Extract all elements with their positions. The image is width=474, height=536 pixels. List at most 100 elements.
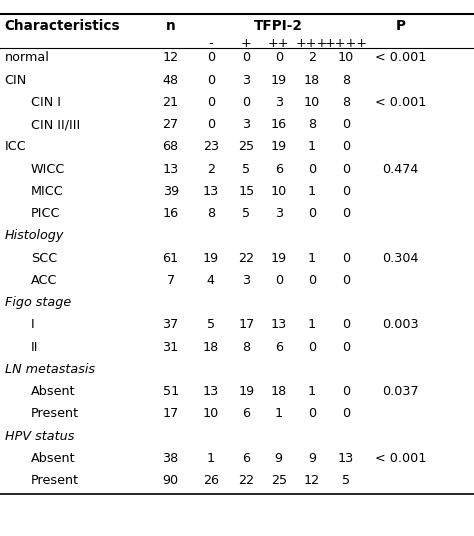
Text: ++: ++ (268, 36, 290, 49)
Text: 0: 0 (207, 96, 215, 109)
Text: 7: 7 (166, 274, 175, 287)
Text: 18: 18 (203, 341, 219, 354)
Text: 23: 23 (203, 140, 219, 153)
Text: 0: 0 (242, 51, 251, 64)
Text: 2: 2 (308, 51, 316, 64)
Text: +++: +++ (296, 36, 328, 49)
Text: 48: 48 (163, 74, 179, 87)
Text: 0.003: 0.003 (382, 318, 419, 331)
Text: 0: 0 (342, 274, 350, 287)
Text: 9: 9 (275, 452, 283, 465)
Text: 0: 0 (342, 318, 350, 331)
Text: Characteristics: Characteristics (5, 19, 120, 33)
Text: II: II (31, 341, 38, 354)
Text: 3: 3 (274, 207, 283, 220)
Text: 1: 1 (308, 252, 316, 265)
Text: 3: 3 (242, 274, 251, 287)
Text: 10: 10 (304, 96, 320, 109)
Text: 0: 0 (274, 274, 283, 287)
Text: ACC: ACC (31, 274, 57, 287)
Text: < 0.001: < 0.001 (375, 452, 426, 465)
Text: 17: 17 (238, 318, 255, 331)
Text: 0: 0 (242, 96, 251, 109)
Text: 16: 16 (271, 118, 287, 131)
Text: 8: 8 (342, 74, 350, 87)
Text: 0: 0 (274, 51, 283, 64)
Text: 68: 68 (163, 140, 179, 153)
Text: 1: 1 (207, 452, 215, 465)
Text: 0: 0 (342, 163, 350, 176)
Text: 0: 0 (207, 51, 215, 64)
Text: Present: Present (31, 474, 79, 487)
Text: 4: 4 (207, 274, 215, 287)
Text: 19: 19 (203, 252, 219, 265)
Text: < 0.001: < 0.001 (375, 51, 426, 64)
Text: 38: 38 (163, 452, 179, 465)
Text: 12: 12 (163, 51, 179, 64)
Text: Present: Present (31, 407, 79, 420)
Text: 3: 3 (242, 118, 251, 131)
Text: 61: 61 (163, 252, 179, 265)
Text: 21: 21 (163, 96, 179, 109)
Text: 9: 9 (308, 452, 316, 465)
Text: 6: 6 (243, 452, 250, 465)
Text: 0: 0 (342, 140, 350, 153)
Text: ++++: ++++ (325, 36, 367, 49)
Text: 10: 10 (271, 185, 287, 198)
Text: 26: 26 (203, 474, 219, 487)
Text: 13: 13 (338, 452, 354, 465)
Text: MICC: MICC (31, 185, 64, 198)
Text: 19: 19 (271, 140, 287, 153)
Text: 5: 5 (242, 207, 251, 220)
Text: 8: 8 (207, 207, 215, 220)
Text: 0.304: 0.304 (382, 252, 419, 265)
Text: Histology: Histology (5, 229, 64, 242)
Text: 27: 27 (163, 118, 179, 131)
Text: Figo stage: Figo stage (5, 296, 71, 309)
Text: WICC: WICC (31, 163, 65, 176)
Text: 0: 0 (342, 207, 350, 220)
Text: 1: 1 (308, 385, 316, 398)
Text: 19: 19 (238, 385, 255, 398)
Text: n: n (166, 19, 175, 33)
Text: -: - (209, 36, 213, 49)
Text: 0: 0 (342, 407, 350, 420)
Text: 0: 0 (342, 118, 350, 131)
Text: HPV status: HPV status (5, 430, 74, 443)
Text: 1: 1 (308, 318, 316, 331)
Text: 39: 39 (163, 185, 179, 198)
Text: Absent: Absent (31, 385, 75, 398)
Text: 25: 25 (238, 140, 255, 153)
Text: 8: 8 (342, 96, 350, 109)
Text: 2: 2 (207, 163, 215, 176)
Text: 6: 6 (243, 407, 250, 420)
Text: 0: 0 (342, 185, 350, 198)
Text: 37: 37 (163, 318, 179, 331)
Text: 1: 1 (308, 140, 316, 153)
Text: 3: 3 (274, 96, 283, 109)
Text: 90: 90 (163, 474, 179, 487)
Text: 10: 10 (338, 51, 354, 64)
Text: 18: 18 (304, 74, 320, 87)
Text: 22: 22 (238, 474, 255, 487)
Text: 0: 0 (207, 74, 215, 87)
Text: 0.474: 0.474 (383, 163, 419, 176)
Text: normal: normal (5, 51, 50, 64)
Text: 6: 6 (275, 341, 283, 354)
Text: 13: 13 (271, 318, 287, 331)
Text: PICC: PICC (31, 207, 60, 220)
Text: 5: 5 (242, 163, 251, 176)
Text: 18: 18 (271, 385, 287, 398)
Text: 13: 13 (163, 163, 179, 176)
Text: 6: 6 (275, 163, 283, 176)
Text: TFPI-2: TFPI-2 (254, 19, 303, 33)
Text: 0: 0 (308, 163, 316, 176)
Text: 1: 1 (274, 407, 283, 420)
Text: 25: 25 (271, 474, 287, 487)
Text: CIN I: CIN I (31, 96, 61, 109)
Text: P: P (396, 19, 405, 33)
Text: 19: 19 (271, 74, 287, 87)
Text: 16: 16 (163, 207, 179, 220)
Text: 0: 0 (308, 407, 316, 420)
Text: SCC: SCC (31, 252, 57, 265)
